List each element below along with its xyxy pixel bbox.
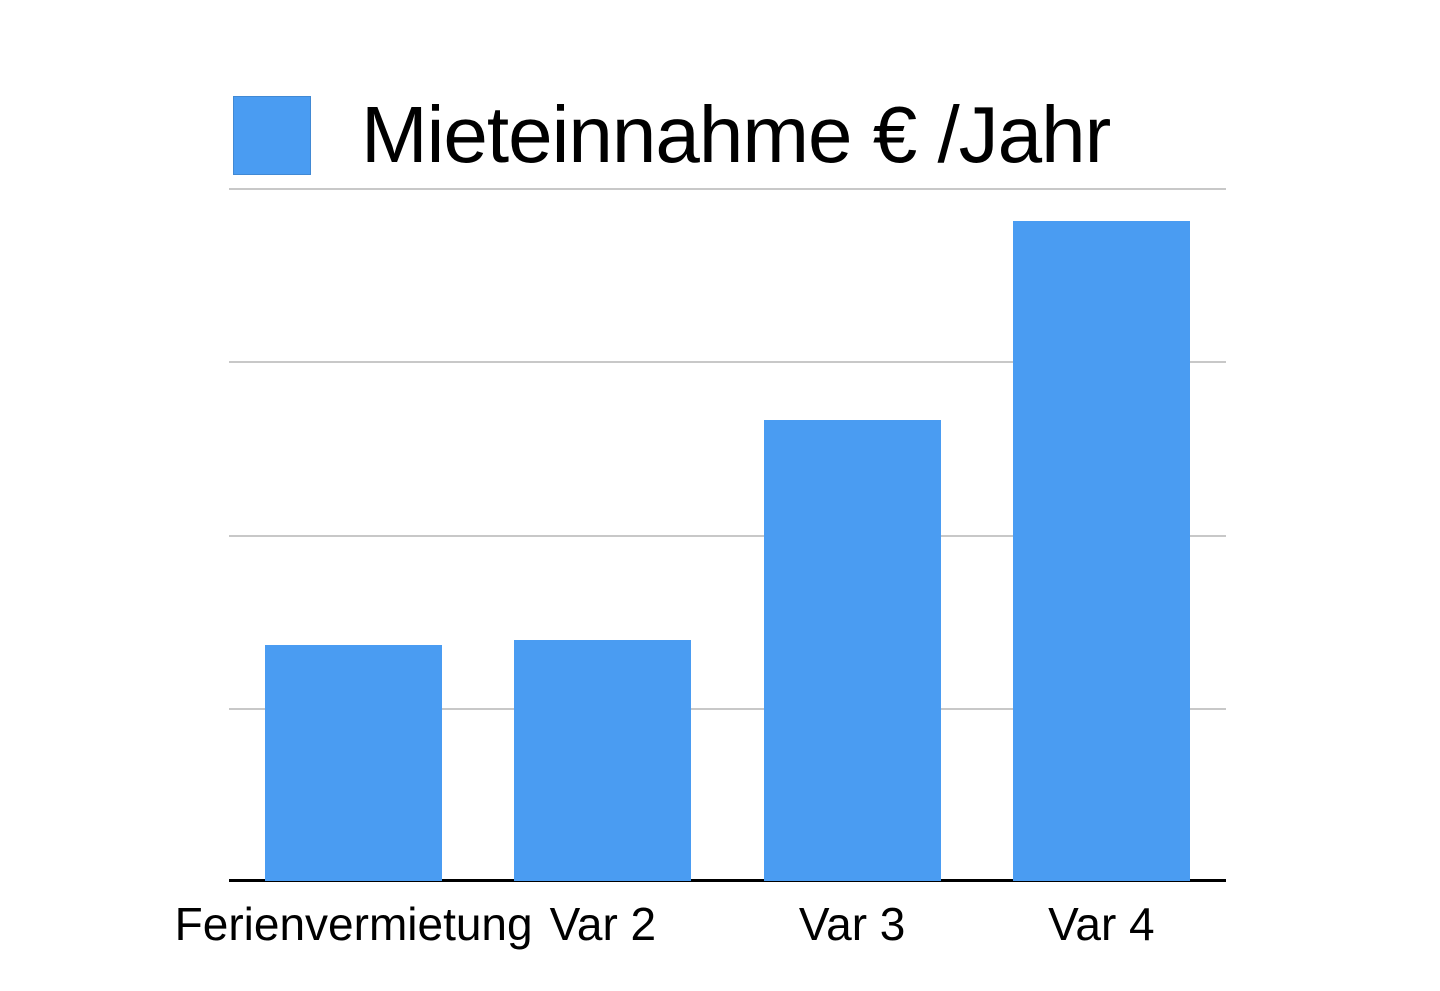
bar-var-3 (763, 420, 941, 881)
x-axis-line (229, 879, 1226, 882)
x-axis-label: Ferienvermietung (174, 898, 533, 950)
gridline (229, 361, 1226, 364)
x-axis-label: Var 2 (549, 898, 657, 950)
x-axis-label: Var 4 (1048, 898, 1155, 950)
x-axis-labels: Ferienvermietung Var 2 Var 3 Var 4 (0, 897, 1440, 957)
legend-swatch-icon (233, 95, 311, 175)
gridline (229, 534, 1226, 537)
gridline (229, 188, 1226, 190)
x-axis-label: Var 3 (798, 898, 906, 950)
plot-area (229, 188, 1226, 882)
bar-var-4 (1012, 221, 1190, 881)
legend-label: Mieteinnahme € /Jahr (361, 90, 1111, 179)
bar-ferienvermietung (265, 645, 443, 881)
chart-legend: Mieteinnahme € /Jahr (233, 90, 1111, 179)
bar-var-2 (514, 640, 692, 881)
gridline (229, 707, 1226, 710)
